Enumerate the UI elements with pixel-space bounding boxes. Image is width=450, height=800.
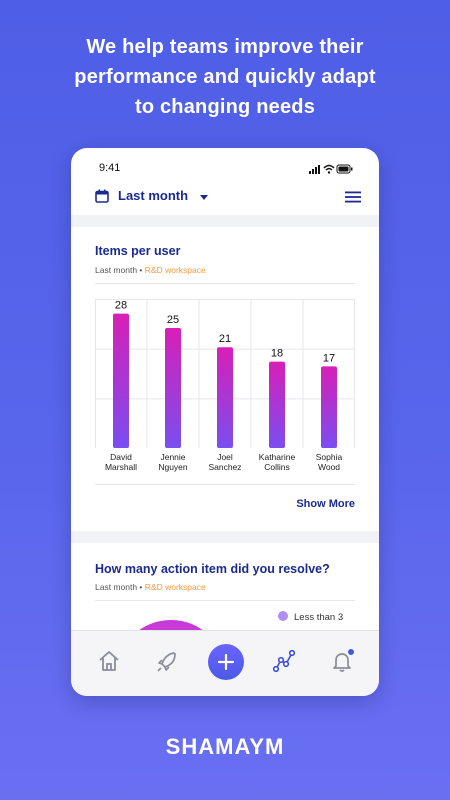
card-title-action-items: How many action item did you resolve?: [95, 562, 330, 576]
subtitle-period: Last month: [95, 582, 138, 592]
chevron-down-icon[interactable]: [200, 195, 208, 200]
subtitle-separator: •: [137, 265, 145, 275]
brand-logo: SHAMAYM: [165, 734, 285, 759]
legend-label: Less than 3: [294, 612, 344, 623]
divider: [95, 283, 355, 284]
period-selector-bar: Last month: [71, 184, 379, 214]
headline-line-1: We help teams improve their: [86, 36, 364, 58]
status-time: 9:41: [99, 162, 121, 174]
x-tick-label: Sophia Wood: [299, 452, 359, 472]
bar-value-label: 21: [219, 333, 231, 345]
hamburger-menu-icon[interactable]: [345, 190, 361, 208]
items-per-user-bar-chart: 28 25 21 18 17: [95, 299, 355, 448]
bar-value-label: 17: [323, 352, 335, 364]
bottom-tab-bar: [71, 630, 379, 696]
card-subtitle: Last month • R&D workspace: [95, 265, 206, 275]
x-tick-label-line: Joel: [217, 452, 233, 462]
calendar-icon[interactable]: [95, 189, 109, 208]
bar[interactable]: [269, 361, 285, 448]
x-tick-label-line: Wood: [317, 462, 341, 472]
plus-icon: [217, 653, 235, 671]
subtitle-separator: •: [137, 582, 145, 592]
home-icon[interactable]: [95, 647, 123, 675]
bar[interactable]: [113, 313, 129, 448]
notification-badge: [347, 648, 355, 656]
bar-value-label: 18: [271, 348, 283, 360]
divider: [95, 600, 355, 601]
x-tick-label-line: Nguyen: [158, 462, 188, 472]
subtitle-workspace: R&D workspace: [144, 582, 206, 592]
x-tick-label: Katharine Collins: [247, 452, 307, 472]
x-tick-label-line: Katharine: [258, 452, 296, 462]
x-tick-label: Jennie Nguyen: [143, 452, 203, 472]
x-tick-label: Joel Sanchez: [195, 452, 255, 472]
analytics-icon[interactable]: [270, 647, 298, 675]
show-more-link[interactable]: Show More: [296, 498, 355, 510]
section-separator: [71, 215, 379, 227]
x-tick-label-line: Collins: [264, 462, 290, 472]
headline: We help teams improve their performance …: [0, 32, 450, 122]
x-tick-label-line: Marshall: [104, 462, 138, 472]
bar-value-label: 25: [167, 314, 179, 326]
x-tick-label-line: Jennie: [160, 452, 186, 462]
signal-wifi-battery-icon: [309, 164, 353, 174]
bar-value-label: 28: [115, 300, 127, 312]
bar[interactable]: [321, 366, 337, 448]
phone-screen: 9:41 Last mo: [71, 148, 379, 696]
card-subtitle: Last month • R&D workspace: [95, 582, 206, 592]
subtitle-period: Last month: [95, 265, 138, 275]
legend-item: Less than 3: [278, 611, 344, 623]
x-tick-label: David Marshall: [91, 452, 151, 472]
add-button[interactable]: [208, 644, 244, 680]
legend-dot: [278, 611, 288, 622]
headline-line-3: to changing needs: [134, 96, 316, 118]
bar[interactable]: [165, 328, 181, 448]
x-tick-label-line: Sophia: [315, 452, 343, 462]
x-tick-label-line: Sanchez: [208, 462, 242, 472]
status-bar: 9:41: [71, 148, 379, 184]
period-dropdown[interactable]: Last month: [118, 188, 189, 203]
status-icons: [309, 161, 353, 179]
bar[interactable]: [217, 347, 233, 448]
card-title-items-per-user: Items per user: [95, 244, 181, 258]
subtitle-workspace: R&D workspace: [144, 265, 206, 275]
divider: [95, 484, 355, 485]
bell-icon[interactable]: [328, 647, 356, 675]
section-separator: [71, 531, 379, 543]
x-tick-label-line: David: [110, 452, 132, 462]
headline-line-2: performance and quickly adapt: [74, 66, 376, 88]
rocket-icon[interactable]: [153, 647, 181, 675]
